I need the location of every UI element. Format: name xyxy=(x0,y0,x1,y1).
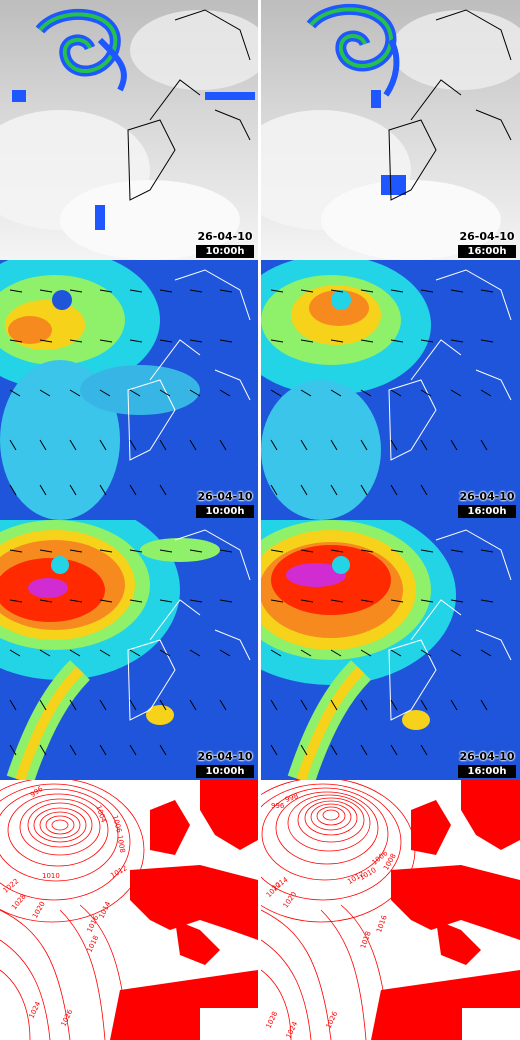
date-label: 26-04-10 xyxy=(459,490,515,503)
isobar-label: 1004 xyxy=(94,804,108,824)
wind-map xyxy=(0,520,258,780)
isobar-label: 1010 xyxy=(42,872,60,880)
time-label: 16:00h xyxy=(458,245,516,258)
isobar-label: 1018 xyxy=(85,934,101,954)
isobar-label: 1006 xyxy=(110,814,124,834)
time-label: 10:00h xyxy=(196,765,254,778)
isobar-labels: 996 1004 1006 1008 1010 1012 1014 1016 1… xyxy=(0,780,258,1040)
date-label: 26-04-10 xyxy=(197,230,253,243)
isobar-labels: 996 998 1006 1008 1010 1012 1014 1016 10… xyxy=(261,780,520,1040)
satellite-map xyxy=(261,0,520,260)
isobar-label: 1012 xyxy=(109,864,129,880)
isobar-label: 1024 xyxy=(284,1020,300,1040)
date-label: 26-04-10 xyxy=(459,230,515,243)
date-label: 26-04-10 xyxy=(197,750,253,763)
wind-map xyxy=(261,520,520,780)
isobar-label: 1018 xyxy=(359,930,373,950)
satellite-panel-1000: 26-04-10 10:00h xyxy=(0,0,258,260)
wind-panel-high-1000: 26-04-10 10:00h xyxy=(0,520,258,780)
isobar-label: 996 xyxy=(271,802,285,810)
isobar-panel-left: 996 1004 1006 1008 1010 1012 1014 1016 1… xyxy=(0,780,258,1040)
wind-map xyxy=(0,260,258,520)
isobar-label: 1026 xyxy=(324,1010,340,1030)
isobar-label: 1008 xyxy=(115,834,127,854)
date-label: 26-04-10 xyxy=(459,750,515,763)
time-label: 10:00h xyxy=(196,505,254,518)
wind-panel-high-1600: 26-04-10 16:00h xyxy=(261,520,520,780)
timestamp: 26-04-10 10:00h xyxy=(196,230,254,258)
isobar-label: 1016 xyxy=(375,914,389,934)
isobar-map xyxy=(261,780,520,1040)
time-label: 16:00h xyxy=(458,505,516,518)
wind-panel-low-1000: 26-04-10 10:00h xyxy=(0,260,258,520)
satellite-panel-1600: 26-04-10 16:00h xyxy=(261,0,520,260)
isobar-label: 1022 xyxy=(264,880,284,900)
timestamp: 26-04-10 10:00h xyxy=(196,750,254,778)
date-label: 26-04-10 xyxy=(197,490,253,503)
isobar-label: 1028 xyxy=(10,892,28,912)
wind-panel-low-1600: 26-04-10 16:00h xyxy=(261,260,520,520)
timestamp: 26-04-10 10:00h xyxy=(196,490,254,518)
isobar-label: 998 xyxy=(284,791,300,805)
isobar-label: 1016 xyxy=(85,914,101,934)
isobar-label: 1026 xyxy=(59,1008,75,1028)
isobar-label: 1024 xyxy=(27,1000,43,1020)
isobar-map xyxy=(0,780,258,1040)
isobar-panel-right: 996 998 1006 1008 1010 1012 1014 1016 10… xyxy=(261,780,520,1040)
isobar-label: 1028 xyxy=(264,1010,280,1030)
satellite-map xyxy=(0,0,258,260)
timestamp: 26-04-10 16:00h xyxy=(458,230,516,258)
isobar-label: 1012 xyxy=(346,870,366,886)
wind-map xyxy=(261,260,520,520)
time-label: 16:00h xyxy=(458,765,516,778)
isobar-label: 1020 xyxy=(30,900,47,920)
isobar-label: 1022 xyxy=(1,877,21,895)
timestamp: 26-04-10 16:00h xyxy=(458,750,516,778)
isobar-label: 1020 xyxy=(281,890,299,910)
time-label: 10:00h xyxy=(196,245,254,258)
timestamp: 26-04-10 16:00h xyxy=(458,490,516,518)
isobar-label: 996 xyxy=(28,784,45,800)
